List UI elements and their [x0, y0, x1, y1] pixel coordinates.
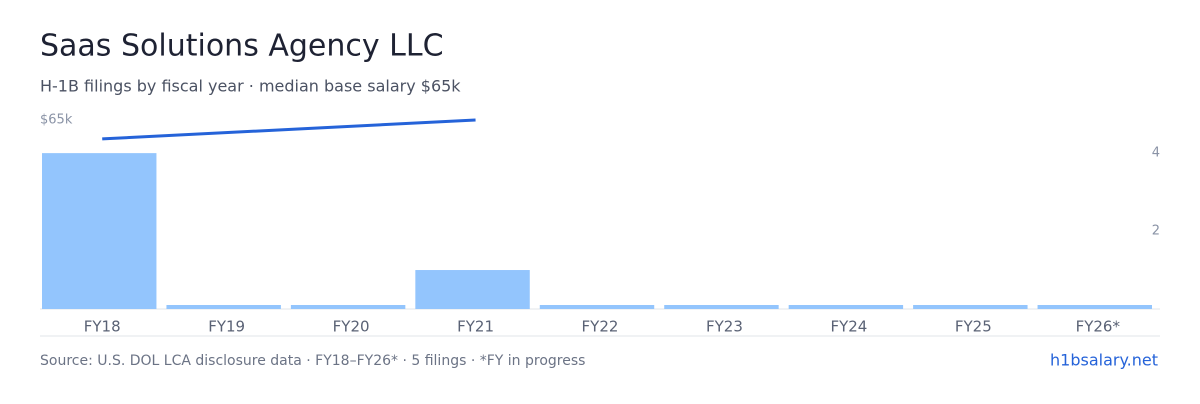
- x-tick-label: FY20: [333, 318, 370, 336]
- x-tick-label: FY26*: [1076, 318, 1121, 336]
- x-tick-label: FY22: [582, 318, 619, 336]
- bar: [664, 305, 779, 309]
- salary-line: [102, 118, 476, 141]
- chart-subtitle: H-1B filings by fiscal year · median bas…: [40, 77, 461, 96]
- x-tick-label: FY21: [457, 318, 494, 336]
- x-tick-label: FY23: [706, 318, 743, 336]
- bar: [42, 153, 157, 309]
- x-tick-label: FY18: [84, 318, 121, 336]
- x-tick-label: FY24: [830, 318, 867, 336]
- chart-title: Saas Solutions Agency LLC: [40, 29, 444, 64]
- bar: [1037, 305, 1152, 309]
- y2-tick-label: 2: [1152, 224, 1160, 239]
- bar: [539, 305, 655, 309]
- y-tick-label: $65k: [40, 113, 73, 128]
- x-tick-label: FY19: [208, 318, 245, 336]
- x-tick-label: FY25: [955, 318, 992, 336]
- bar: [788, 305, 904, 309]
- brand-link[interactable]: h1bsalary.net: [1050, 351, 1158, 370]
- bar: [415, 270, 530, 309]
- bar: [166, 305, 281, 309]
- source-note: Source: U.S. DOL LCA disclosure data · F…: [40, 353, 585, 369]
- bar: [913, 305, 1028, 309]
- y2-tick-label: 4: [1152, 146, 1160, 161]
- bar: [290, 305, 406, 309]
